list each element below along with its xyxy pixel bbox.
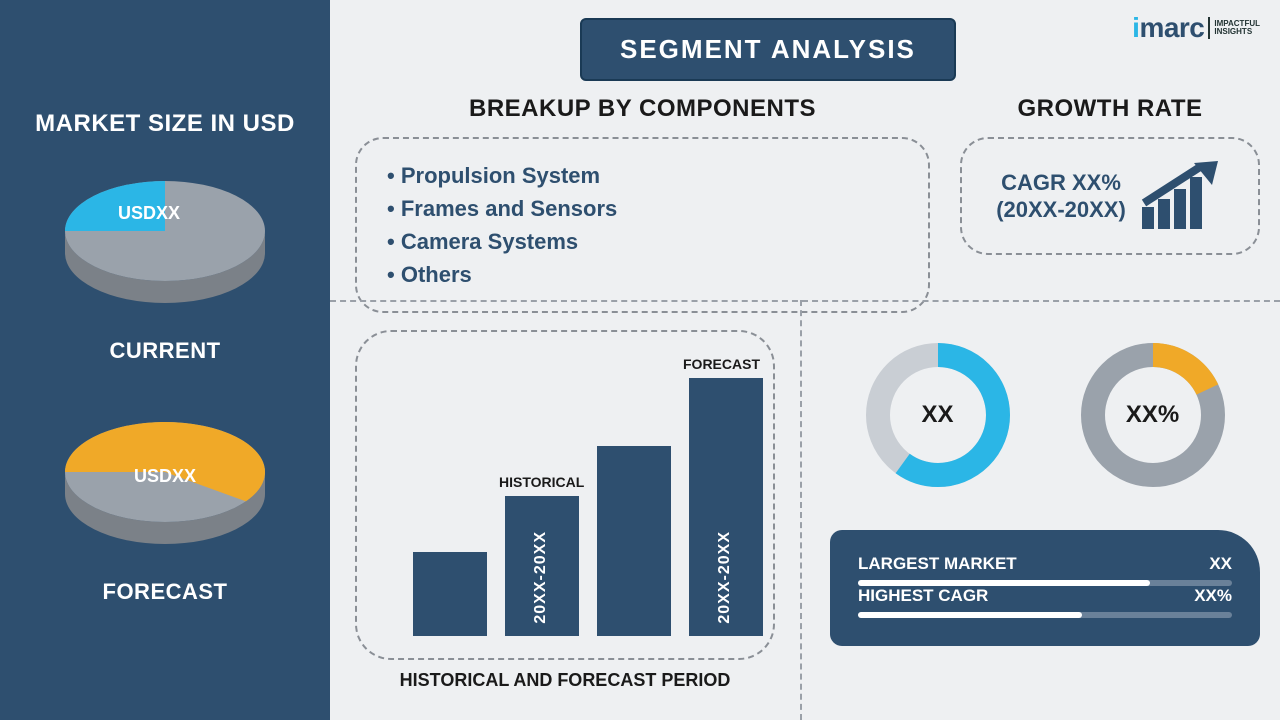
metric-row: HIGHEST CAGR XX% <box>858 586 1232 606</box>
bar-top-label: HISTORICAL <box>499 474 584 490</box>
donut-center: XX <box>863 340 1013 490</box>
breakup-heading: BREAKUP BY COMPONENTS <box>355 95 930 123</box>
breakup-item: Frames and Sensors <box>387 192 898 225</box>
growth-box: CAGR XX% (20XX-20XX) <box>960 137 1260 255</box>
breakup-item: Propulsion System <box>387 159 898 192</box>
metric-label: LARGEST MARKET <box>858 554 1017 574</box>
pie-value: USDXX <box>134 466 196 487</box>
pie-chart: USDXX <box>60 414 270 554</box>
metric-label: HIGHEST CAGR <box>858 586 988 606</box>
donut-center: XX% <box>1078 340 1228 490</box>
bars-section: HISTORICAL 20XX-20XX FORECAST 20XX-20XX HIS… <box>355 330 775 691</box>
growth-line2: (20XX-20XX) <box>996 196 1126 224</box>
brand-tag2: INSIGHTS <box>1214 28 1260 36</box>
pie-value: USDXX <box>118 203 180 224</box>
bars-area: HISTORICAL20XX-20XXFORECAST20XX-20XX <box>383 356 747 636</box>
breakup-item: Camera Systems <box>387 225 898 258</box>
divider-vertical <box>800 300 802 720</box>
metric-bar <box>858 580 1232 586</box>
divider-horizontal <box>330 300 1280 302</box>
breakup-section: BREAKUP BY COMPONENTS Propulsion SystemF… <box>355 95 930 313</box>
breakup-box: Propulsion SystemFrames and SensorsCamer… <box>355 137 930 313</box>
left-heading: MARKET SIZE IN USD <box>0 110 330 138</box>
metric-value: XX <box>1209 554 1232 574</box>
bar-top-label: FORECAST <box>683 356 760 372</box>
brand-logo: imarc IMPACTFUL INSIGHTS <box>1132 12 1260 44</box>
page-title: SEGMENT ANALYSIS <box>580 18 956 81</box>
pie-chart: USDXX <box>60 173 270 313</box>
breakup-item: Others <box>387 258 898 291</box>
pie-caption: CURRENT <box>0 338 330 364</box>
bar-side-text: 20XX-20XX <box>716 531 734 624</box>
bars-caption: HISTORICAL AND FORECAST PERIOD <box>355 670 775 691</box>
metrics-box: LARGEST MARKET XX HIGHEST CAGR XX% <box>830 530 1260 646</box>
rings-section: XX XX% LARGEST MARKET XX HIGHEST CAGR XX… <box>830 340 1260 646</box>
main-area: imarc IMPACTFUL INSIGHTS SEGMENT ANALYSI… <box>330 0 1280 720</box>
bar-side-text: 20XX-20XX <box>532 531 550 624</box>
bar <box>597 446 671 636</box>
metric-row: LARGEST MARKET XX <box>858 554 1232 574</box>
left-panel: MARKET SIZE IN USD USDXX CURRENT USDXX F… <box>0 0 330 720</box>
metric-value: XX% <box>1194 586 1232 606</box>
bar <box>413 552 487 636</box>
growth-chart-icon <box>1140 161 1224 231</box>
donut-chart: XX <box>863 340 1013 490</box>
bars-box: HISTORICAL 20XX-20XX FORECAST 20XX-20XX <box>355 330 775 660</box>
pie-caption: FORECAST <box>0 579 330 605</box>
growth-heading: GROWTH RATE <box>960 95 1260 123</box>
growth-line1: CAGR XX% <box>996 169 1126 197</box>
donut-chart: XX% <box>1078 340 1228 490</box>
growth-section: GROWTH RATE CAGR XX% (20XX-20XX) <box>960 95 1260 255</box>
metric-bar <box>858 612 1232 618</box>
brand-name: imarc <box>1132 12 1204 44</box>
breakup-list: Propulsion SystemFrames and SensorsCamer… <box>387 159 898 291</box>
